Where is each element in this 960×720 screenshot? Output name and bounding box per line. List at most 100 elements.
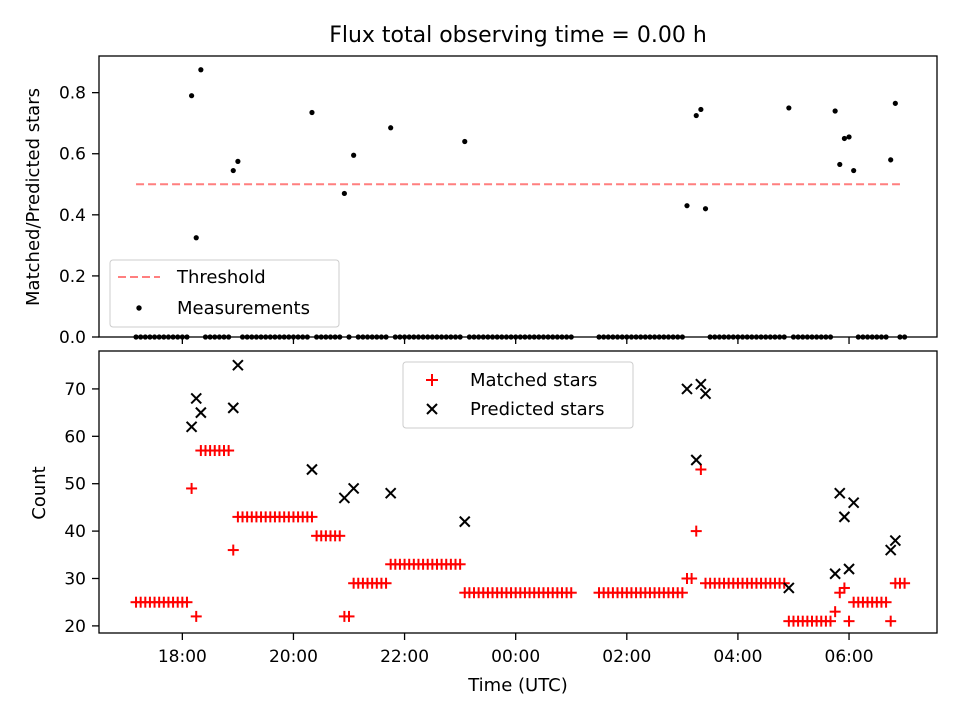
x-tick-label: 00:00 — [491, 647, 540, 667]
measurement-point — [235, 158, 241, 164]
measurement-point — [832, 108, 838, 114]
y-tick-label: 40 — [64, 522, 86, 542]
matched-star-point — [783, 615, 795, 627]
x-tick-label: 02:00 — [602, 647, 651, 667]
matched-star-point — [181, 596, 193, 608]
measurement-point — [846, 134, 852, 140]
predicted-star-point — [681, 383, 693, 395]
y-tick-label: 20 — [64, 617, 86, 637]
measurement-point — [341, 190, 347, 197]
matched-star-point — [343, 610, 355, 622]
bottom-axes-frame — [98, 350, 938, 634]
matched-star-point — [676, 587, 688, 599]
predicted-star-point — [843, 563, 855, 575]
predicted-star-point — [699, 387, 712, 400]
predicted-star-point — [690, 454, 702, 466]
top-y-axis-label: Matched/Predicted stars — [23, 88, 44, 306]
matched-star-point — [848, 596, 860, 608]
measurement-point — [851, 167, 857, 174]
x-tick-label: 04:00 — [713, 647, 762, 667]
bottom-legend-box — [402, 361, 634, 429]
measurements-legend-swatch — [136, 305, 142, 311]
measurement-point — [698, 106, 704, 113]
matched-star-point — [695, 463, 707, 475]
predicted-star-point — [227, 402, 239, 414]
bottom-plot-area — [130, 359, 911, 627]
y-tick-label: 60 — [64, 427, 86, 447]
matched-star-point — [306, 511, 318, 523]
predicted-star-point — [889, 534, 902, 547]
predicted-star-point — [695, 378, 707, 390]
predicted-star-point — [190, 392, 202, 405]
top-legend: Threshold Measurements — [109, 259, 340, 328]
predicted-star-point — [306, 463, 318, 476]
matched-star-point — [565, 587, 577, 599]
matched-stars-legend-swatch — [426, 374, 438, 386]
measurement-point — [684, 203, 690, 209]
measurement-point — [693, 112, 699, 119]
predicted-star-point — [884, 544, 897, 556]
matched-star-point — [829, 606, 841, 618]
predicted-star-point — [185, 421, 198, 433]
matched-star-point — [232, 511, 244, 523]
bottom-y-ticks: 20 30 40 50 60 70 — [64, 380, 99, 637]
matched-star-point — [223, 445, 235, 457]
matched-star-point — [838, 582, 850, 594]
measurement-point — [198, 67, 204, 73]
top-y-ticks: 0.0 0.2 0.4 0.6 0.8 — [59, 84, 99, 348]
bottom-x-ticks: 18:00 20:00 22:00 00:00 02:00 04:00 06:00 — [158, 633, 874, 667]
y-tick-label: 70 — [64, 380, 86, 400]
matched-star-point — [889, 577, 901, 589]
measurements-legend-label: Measurements — [177, 298, 310, 319]
measurement-point — [702, 206, 709, 212]
predicted-star-point — [459, 515, 471, 528]
predicted-star-point — [232, 359, 244, 371]
predicted-stars-legend-label: Predicted stars — [470, 399, 604, 420]
measurement-point — [230, 167, 236, 174]
matched-star-point — [825, 615, 837, 627]
threshold-legend-label: Threshold — [176, 267, 266, 288]
y-tick-label: 0.8 — [59, 84, 86, 104]
y-tick-label: 0.4 — [59, 206, 86, 226]
predicted-star-point — [838, 511, 851, 523]
x-tick-label: 06:00 — [825, 647, 874, 667]
predicted-star-point — [834, 487, 846, 499]
y-tick-label: 0.6 — [59, 145, 86, 165]
measurement-point — [188, 93, 195, 99]
y-tick-label: 0.2 — [59, 267, 86, 287]
top-axes-frame — [98, 55, 938, 338]
matched-stars-legend-label: Matched stars — [470, 370, 597, 391]
matched-star-point — [385, 558, 397, 570]
matched-star-point — [190, 610, 202, 622]
measurement-point — [786, 105, 792, 111]
predicted-stars-legend-swatch — [426, 403, 438, 415]
x-tick-label: 20:00 — [269, 647, 318, 667]
matched-star-point — [348, 577, 360, 589]
matched-star-point — [459, 587, 471, 599]
matched-star-point — [690, 525, 702, 537]
predicted-star-point — [338, 492, 351, 504]
measurement-point — [888, 157, 894, 163]
measurement-point — [462, 138, 468, 145]
x-tick-label: 18:00 — [158, 647, 207, 667]
matched-star-point — [227, 544, 239, 556]
predicted-star-point — [847, 496, 860, 509]
x-tick-label: 22:00 — [380, 647, 429, 667]
matched-star-point — [880, 596, 892, 608]
bottom-y-axis-label: Count — [29, 466, 50, 519]
predicted-star-point — [783, 582, 795, 594]
y-tick-label: 50 — [64, 475, 86, 495]
predicted-star-point — [195, 406, 207, 419]
matched-star-point — [334, 530, 346, 542]
matched-star-point — [686, 572, 698, 584]
top-legend-box — [109, 259, 340, 328]
measurement-point — [892, 100, 898, 106]
measurement-point — [837, 161, 843, 168]
bottom-legend: Matched stars Predicted stars — [402, 361, 634, 429]
measurement-point — [841, 135, 848, 142]
predicted-star-point — [347, 482, 360, 495]
measurement-point — [388, 125, 394, 131]
measurement-point — [309, 109, 315, 116]
matched-star-point — [700, 577, 712, 589]
